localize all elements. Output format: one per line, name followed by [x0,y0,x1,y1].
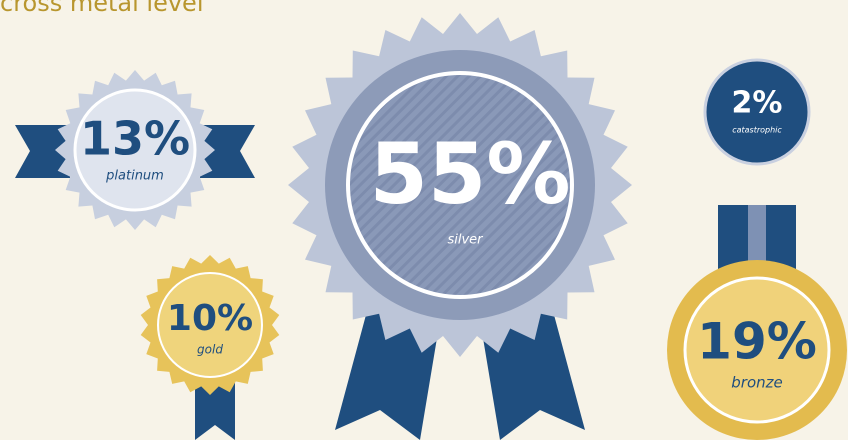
title: cross metal level [0,0,203,17]
badge-value: 13% [80,112,190,166]
badge-label: catastrophic [732,126,782,135]
badge-label: bronze [731,374,782,392]
badge-label: gold [197,343,223,357]
badge-value: 2% [732,86,783,121]
badge-label: silver [447,233,484,248]
infographic: cross metal level 13% platinum 55% silve… [0,0,848,440]
badge-label: platinum [105,169,164,184]
page: cross metal level 13% platinum 55% silve… [0,0,848,440]
badge-value: 10% [167,298,253,339]
badge-value: 55% [369,125,570,223]
badge-value: 19% [697,313,817,371]
